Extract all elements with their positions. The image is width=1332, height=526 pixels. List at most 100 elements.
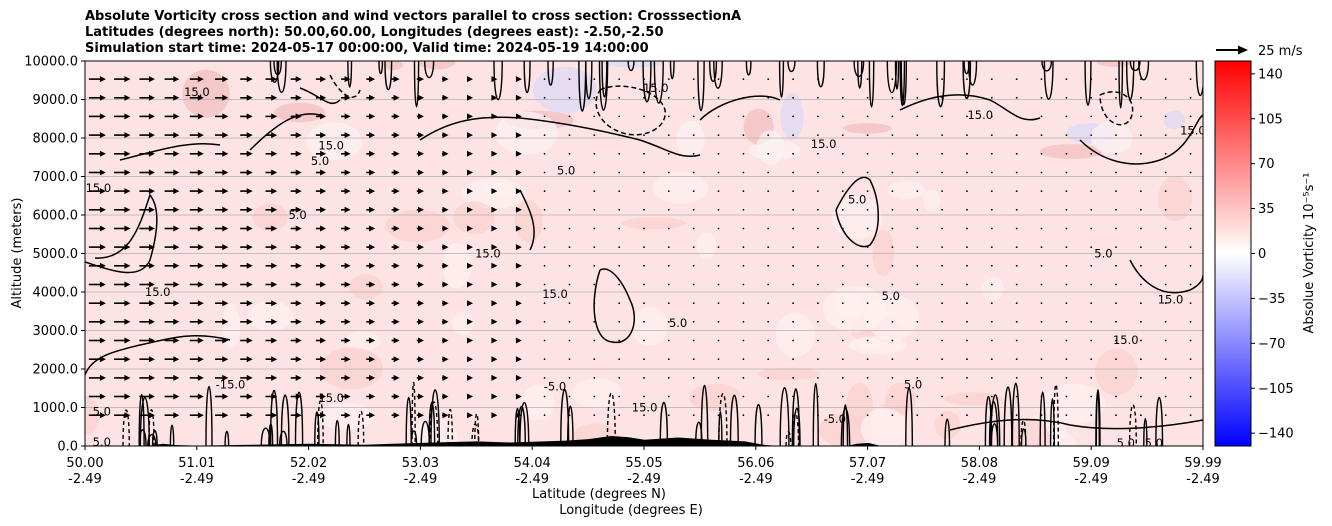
wind-vector <box>568 358 571 361</box>
wind-vector <box>817 283 819 286</box>
wind-vector <box>1040 190 1043 193</box>
contour-label: 5.0 <box>1094 247 1112 261</box>
contour-line <box>695 421 703 446</box>
contour-line <box>1043 61 1054 100</box>
wind-vector <box>643 414 645 417</box>
y-tick-label: 5000.0 <box>33 247 79 262</box>
wind-vector <box>88 262 106 269</box>
wind-vector <box>618 377 621 379</box>
wind-vector <box>1040 395 1043 398</box>
wind-vector <box>240 337 253 344</box>
wind-vector <box>941 283 943 286</box>
contour-line <box>405 396 412 446</box>
contour-label: 15.0 <box>811 137 837 151</box>
wind-vector <box>515 300 522 307</box>
wind-vector <box>941 414 943 417</box>
wind-vector <box>515 393 522 400</box>
wind-vector <box>240 356 253 363</box>
wind-vector <box>189 412 204 419</box>
vorticity-patch <box>922 189 941 212</box>
wind-vector <box>240 318 253 325</box>
wind-vector <box>966 96 968 99</box>
wind-vector <box>114 132 131 139</box>
wind-vector <box>990 190 993 193</box>
wind-vector <box>767 339 770 342</box>
wind-vector <box>265 262 278 269</box>
wind-vector <box>866 78 869 80</box>
wind-vector <box>1115 358 1117 361</box>
contour-line <box>519 189 535 251</box>
wind-vector <box>692 283 695 286</box>
wind-vector <box>1164 134 1167 137</box>
wind-vector <box>1189 190 1192 193</box>
wind-vector <box>515 150 522 157</box>
vorticity-patch <box>775 312 815 358</box>
wind-vector <box>391 76 400 83</box>
wind-vector <box>717 246 720 249</box>
vorticity-patch <box>1163 110 1186 129</box>
wind-vector <box>916 377 919 379</box>
wind-vector <box>1090 283 1093 286</box>
wind-vector <box>692 152 695 155</box>
contour-line <box>410 430 418 446</box>
wind-vector <box>1090 302 1093 305</box>
wind-vector <box>692 264 695 267</box>
vorticity-patch <box>514 200 543 243</box>
wind-vector <box>366 113 376 120</box>
wind-vector <box>139 76 155 83</box>
y-axis-label: Altitude (meters) <box>10 198 25 309</box>
wind-vector <box>966 358 968 361</box>
wind-vector <box>341 94 351 101</box>
wind-vector <box>416 113 424 120</box>
wind-vector <box>866 115 869 118</box>
wind-vector <box>792 115 794 118</box>
wind-vector <box>643 302 645 305</box>
wind-vector <box>442 281 449 288</box>
wind-vector <box>1164 208 1167 211</box>
vorticity-patch <box>676 120 705 158</box>
wind-vector <box>593 414 596 417</box>
wind-vector <box>515 169 522 176</box>
wind-vector <box>817 320 819 323</box>
y-tick-label: 10000.0 <box>24 55 78 70</box>
wind-vector <box>1115 246 1117 249</box>
vorticity-patch <box>1158 176 1193 222</box>
wind-vector <box>891 264 894 267</box>
wind-vector <box>189 150 204 157</box>
wind-vector <box>792 152 794 155</box>
y-tick-label: 4000.0 <box>33 286 79 301</box>
wind-vector <box>442 94 449 101</box>
vorticity-patch <box>344 331 381 351</box>
vorticity-patch <box>248 301 294 332</box>
wind-vector <box>593 395 596 398</box>
contour-line <box>151 430 158 446</box>
wind-vector <box>1015 320 1018 323</box>
wind-vector <box>1164 96 1167 99</box>
wind-vector <box>742 283 745 286</box>
x-axis: 50.00-2.4951.01-2.4952.02-2.4953.03-2.49… <box>66 446 1222 487</box>
wind-vector <box>941 208 943 211</box>
wind-vector <box>643 78 645 80</box>
wind-vector <box>593 134 596 137</box>
wind-vector <box>467 150 473 157</box>
wind-vector <box>491 244 498 251</box>
wind-vector <box>1140 414 1142 417</box>
wind-vector <box>366 188 376 195</box>
wind-vector <box>891 78 894 80</box>
contour-line <box>1118 61 1124 109</box>
wind-vector <box>643 96 645 99</box>
wind-vector <box>916 134 919 137</box>
wind-vector <box>916 227 919 230</box>
wind-vector <box>1040 246 1043 249</box>
wind-vector <box>189 113 204 120</box>
vorticity-patch <box>981 277 1004 301</box>
wind-vector <box>515 374 522 381</box>
wind-vector <box>618 96 621 99</box>
wind-vector <box>667 320 670 323</box>
wind-vector <box>990 283 993 286</box>
wind-vector <box>717 190 720 193</box>
wind-vector <box>467 412 473 419</box>
contour-line <box>1095 392 1100 446</box>
wind-vector <box>290 150 302 157</box>
wind-vector <box>391 356 400 363</box>
